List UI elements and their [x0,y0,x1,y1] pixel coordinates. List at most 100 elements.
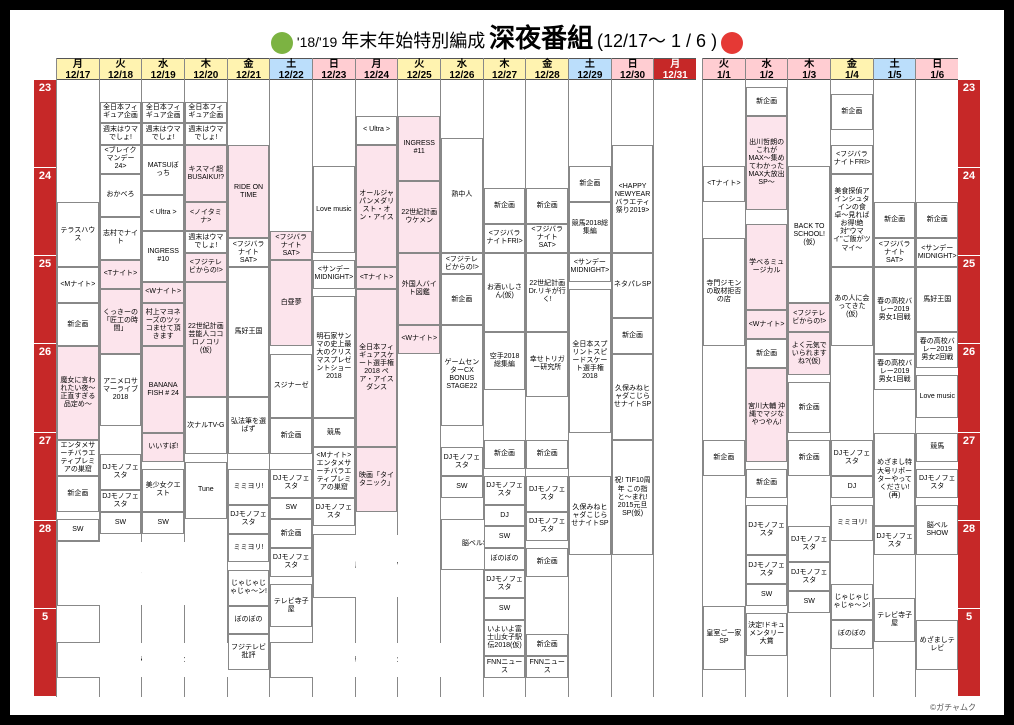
program-block: INGRESS #10 [142,231,184,281]
hour-label: 5 [34,609,56,697]
program-block: DJモノフェスタ [526,512,568,541]
program-block: Love music [313,166,355,252]
program-block: 全日本フィギュア企画 [100,102,142,124]
program-block: 決定!ドキュメンタリー大賞 [746,613,788,656]
program-block: 新企画 [569,166,611,202]
program-block: DJモノフェスタ [228,505,270,534]
day-body: 全日本フィギュア企画週末はウマでしょ!キスマイ超BUSAIKU!?<ノイタミナ>… [185,80,227,697]
program-block: <Tナイト> [100,260,142,289]
day-header: 月12/17 [57,58,99,80]
program-block: よく元気でいられますね?(仮) [788,332,830,375]
day-header: 土12/29 [569,58,611,80]
hour-label: 27 [34,433,56,521]
program-block: ぼのぼの [831,620,873,649]
program-block: 宮川大輔 沖縄でマジなやつやん! [746,368,788,462]
program-block: <フジバラナイトSAT> [270,231,312,260]
hour-label: 23 [34,80,56,168]
program-block: INGRESS #11 [398,116,440,181]
program-block: ぼのぼの [228,606,270,635]
day-body: 新企画<フジバラナイトSAT>22世紀計画 Dr.リキが行く!幸せトリガー研究所… [526,80,568,697]
program-block: DJモノフェスタ [746,505,788,555]
day-header: 日12/23 [313,58,355,80]
day-header: 土1/5 [874,58,916,80]
day-body: 全日本フィギュア企画週末はウマでしょ!<ブレイクマンデー24>おかべろ志村でナイ… [100,80,142,697]
program-block: 週末はウマでしょ! [142,123,184,145]
program-block: FNNニュース [484,656,526,678]
day-header: 土12/22 [270,58,312,80]
hour-label: 24 [958,168,980,256]
program-block: DJモノフェスタ [313,498,355,527]
program-block: 新企画 [746,339,788,368]
program-block: 春の高校バレー2019 男女1回戦 [874,267,916,353]
day-header: 木1/3 [788,58,830,80]
program-block: 新企画 [916,202,958,238]
program-block: 映画「タイタニック」 [356,447,398,512]
program-block: 全日本スプリントスピードスケート選手権2018 [569,289,611,433]
program-block: めざまし特大号リポーターやってください!(再) [874,433,916,527]
program-block: <Wナイト> [746,310,788,339]
hour-label: 28 [34,521,56,609]
program-block: フジテレビ批評 [228,634,270,670]
hour-label: 26 [34,344,56,432]
day-body: < Ultra >オールジャパンメダリスト・オン・アイス<Tナイト>全日本フィギ… [356,80,398,697]
program-block: 馬好王国 [228,267,270,397]
program-block: 出川哲朗のこれがMAX〜集めてわかったMAX大放出SP〜 [746,116,788,210]
day-header: 火1/1 [703,58,745,80]
program-block: DJ [831,476,873,498]
program-block: ミミヨリ! [228,534,270,563]
program-block: 全日本フィギュアスケート選手権2018 ペア・アイスダンス [356,289,398,447]
program-block: 新企画 [874,202,916,238]
program-block: SW [788,591,830,613]
hour-label: 26 [958,344,980,432]
program-block: 皇室ご一家SP [703,606,745,671]
program-block: 美少女クエスト [142,469,184,512]
program-block: 久保みねヒャダこじらせナイトSP [612,354,654,440]
day-body: <フジバラナイトSAT>白昼夢スジナーゼ新企画DJモノフェスタSW新企画DJモノ… [270,80,312,697]
program-block: BANANA FISH # 24 [142,346,184,432]
hour-label: 5 [958,609,980,697]
program-block: <Wナイト> [142,282,184,304]
program-block: スジナーゼ [270,354,312,419]
program-block: <ブレイクマンデー24> [100,145,142,174]
day-body: 新企画<フジバラナイトSAT>春の高校バレー2019 男女1回戦春の高校バレー2… [874,80,916,697]
program-block: DJモノフェスタ [916,469,958,498]
program-block: 新企画 [526,188,568,224]
program-block: DJモノフェスタ [484,570,526,599]
program-block: 学べるミュージカル [746,224,788,310]
program-block: DJモノフェスタ [746,555,788,584]
program-block: オールジャパンメダリスト・オン・アイス [356,145,398,267]
program-block: 新企画 [526,548,568,577]
program-block: <Mナイト> エンタメサーチバラエティプレミアの巣窟 [313,447,355,497]
program-block: めざましテレビ [916,620,958,670]
program-block: RIDE ON TIME [228,145,270,239]
day-body: 新企画<フジバラナイトFRI>お酒いしさん(仮)空手2018 総集編新企画DJモ… [484,80,526,697]
program-block: 競馬 [313,418,355,447]
hours-right: 2324252627285 [958,58,980,697]
program-block: FNNニュース [526,656,568,678]
program-block: 美食探偵アインシュタインの食卓〜見ればお得!絶対"ウマイ"ご飯がツマイ〜 [831,174,873,268]
program-block: 新企画 [788,382,830,432]
program-block: DJモノフェスタ [441,447,483,476]
program-block: 明石家サンマの史上最大のクリスマスプレゼントショー2018 [313,296,355,418]
day-header: 火12/18 [100,58,142,80]
program-block: 全日本フィギュア企画 [142,102,184,124]
program-block: 幸せトリガー研究所 [526,332,568,397]
program-block: 新企画 [746,87,788,116]
day-header: 金12/28 [526,58,568,80]
schedule-grid: 2324252627285 月12/17テラスハウス<Mナイト>新企画魔女に言わ… [34,58,980,697]
program-block: SW [57,519,99,541]
program-block: SW [100,512,142,534]
program-block: SW [484,526,526,548]
day-body: <Tナイト>寺門ジモンの取材拒否の店新企画皇室ご一家SP [703,80,745,697]
hour-label: 23 [958,80,980,168]
program-block: 魔女に言われたい夜〜正直すぎる品定め〜 [57,346,99,440]
program-block: 寺門ジモンの取材拒否の店 [703,238,745,346]
program-block: ゲームセンターCX BONUS STAGE22 [441,325,483,426]
title-main: 深夜番組 [489,23,593,53]
program-block: おかべろ [100,174,142,217]
program-block: SW [142,512,184,534]
program-block: 新企画 [703,440,745,476]
program-block: <サンデーMIDNIGHT> [916,238,958,267]
program-block: <フジテレビからの!> [185,253,227,282]
program-block: 競馬 [916,433,958,462]
